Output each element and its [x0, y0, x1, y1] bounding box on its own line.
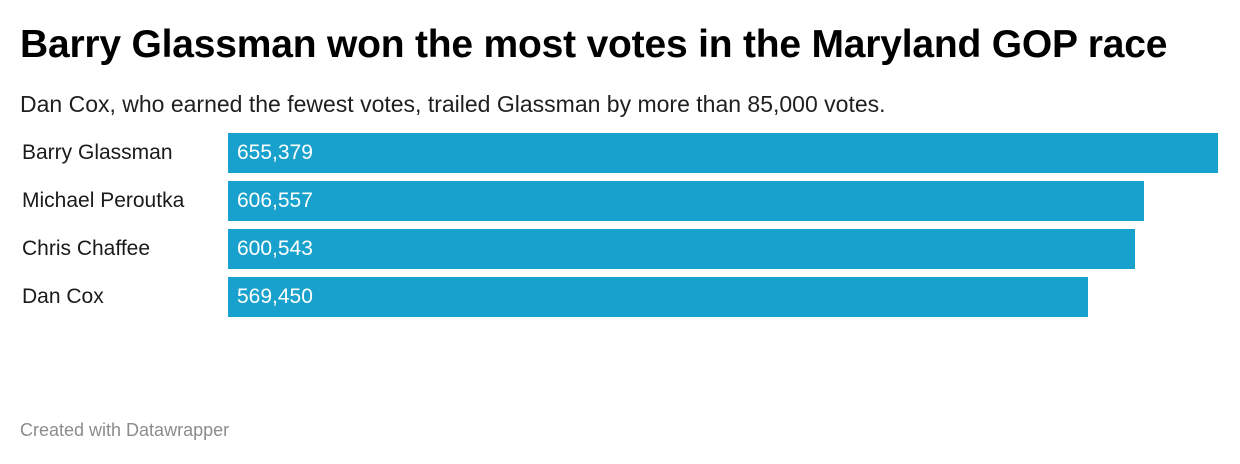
- bar: [228, 181, 1144, 221]
- value-label: 569,450: [237, 285, 313, 308]
- category-label: Chris Chaffee: [22, 237, 151, 260]
- bar: [228, 133, 1218, 173]
- value-label: 606,557: [237, 189, 313, 212]
- bar-row: Michael Peroutka 606,557: [20, 181, 1220, 221]
- value-label: 600,543: [237, 237, 313, 260]
- bar-chart-area: Barry Glassman 655,379 Michael Peroutka …: [20, 133, 1220, 317]
- chart-subtitle: Dan Cox, who earned the fewest votes, tr…: [20, 91, 886, 117]
- category-label: Barry Glassman: [22, 141, 173, 164]
- category-label: Dan Cox: [22, 285, 104, 308]
- chart-container: Barry Glassman won the most votes in the…: [20, 22, 1220, 325]
- bar-row: Barry Glassman 655,379: [20, 133, 1220, 173]
- bar-row: Dan Cox 569,450: [20, 277, 1220, 317]
- bar-row: Chris Chaffee 600,543: [20, 229, 1220, 269]
- footer-credit: Created with Datawrapper: [20, 420, 230, 440]
- value-label: 655,379: [237, 141, 313, 164]
- bar: [228, 229, 1135, 269]
- category-label: Michael Peroutka: [22, 189, 185, 212]
- chart-title: Barry Glassman won the most votes in the…: [20, 23, 1168, 66]
- bar: [228, 277, 1088, 317]
